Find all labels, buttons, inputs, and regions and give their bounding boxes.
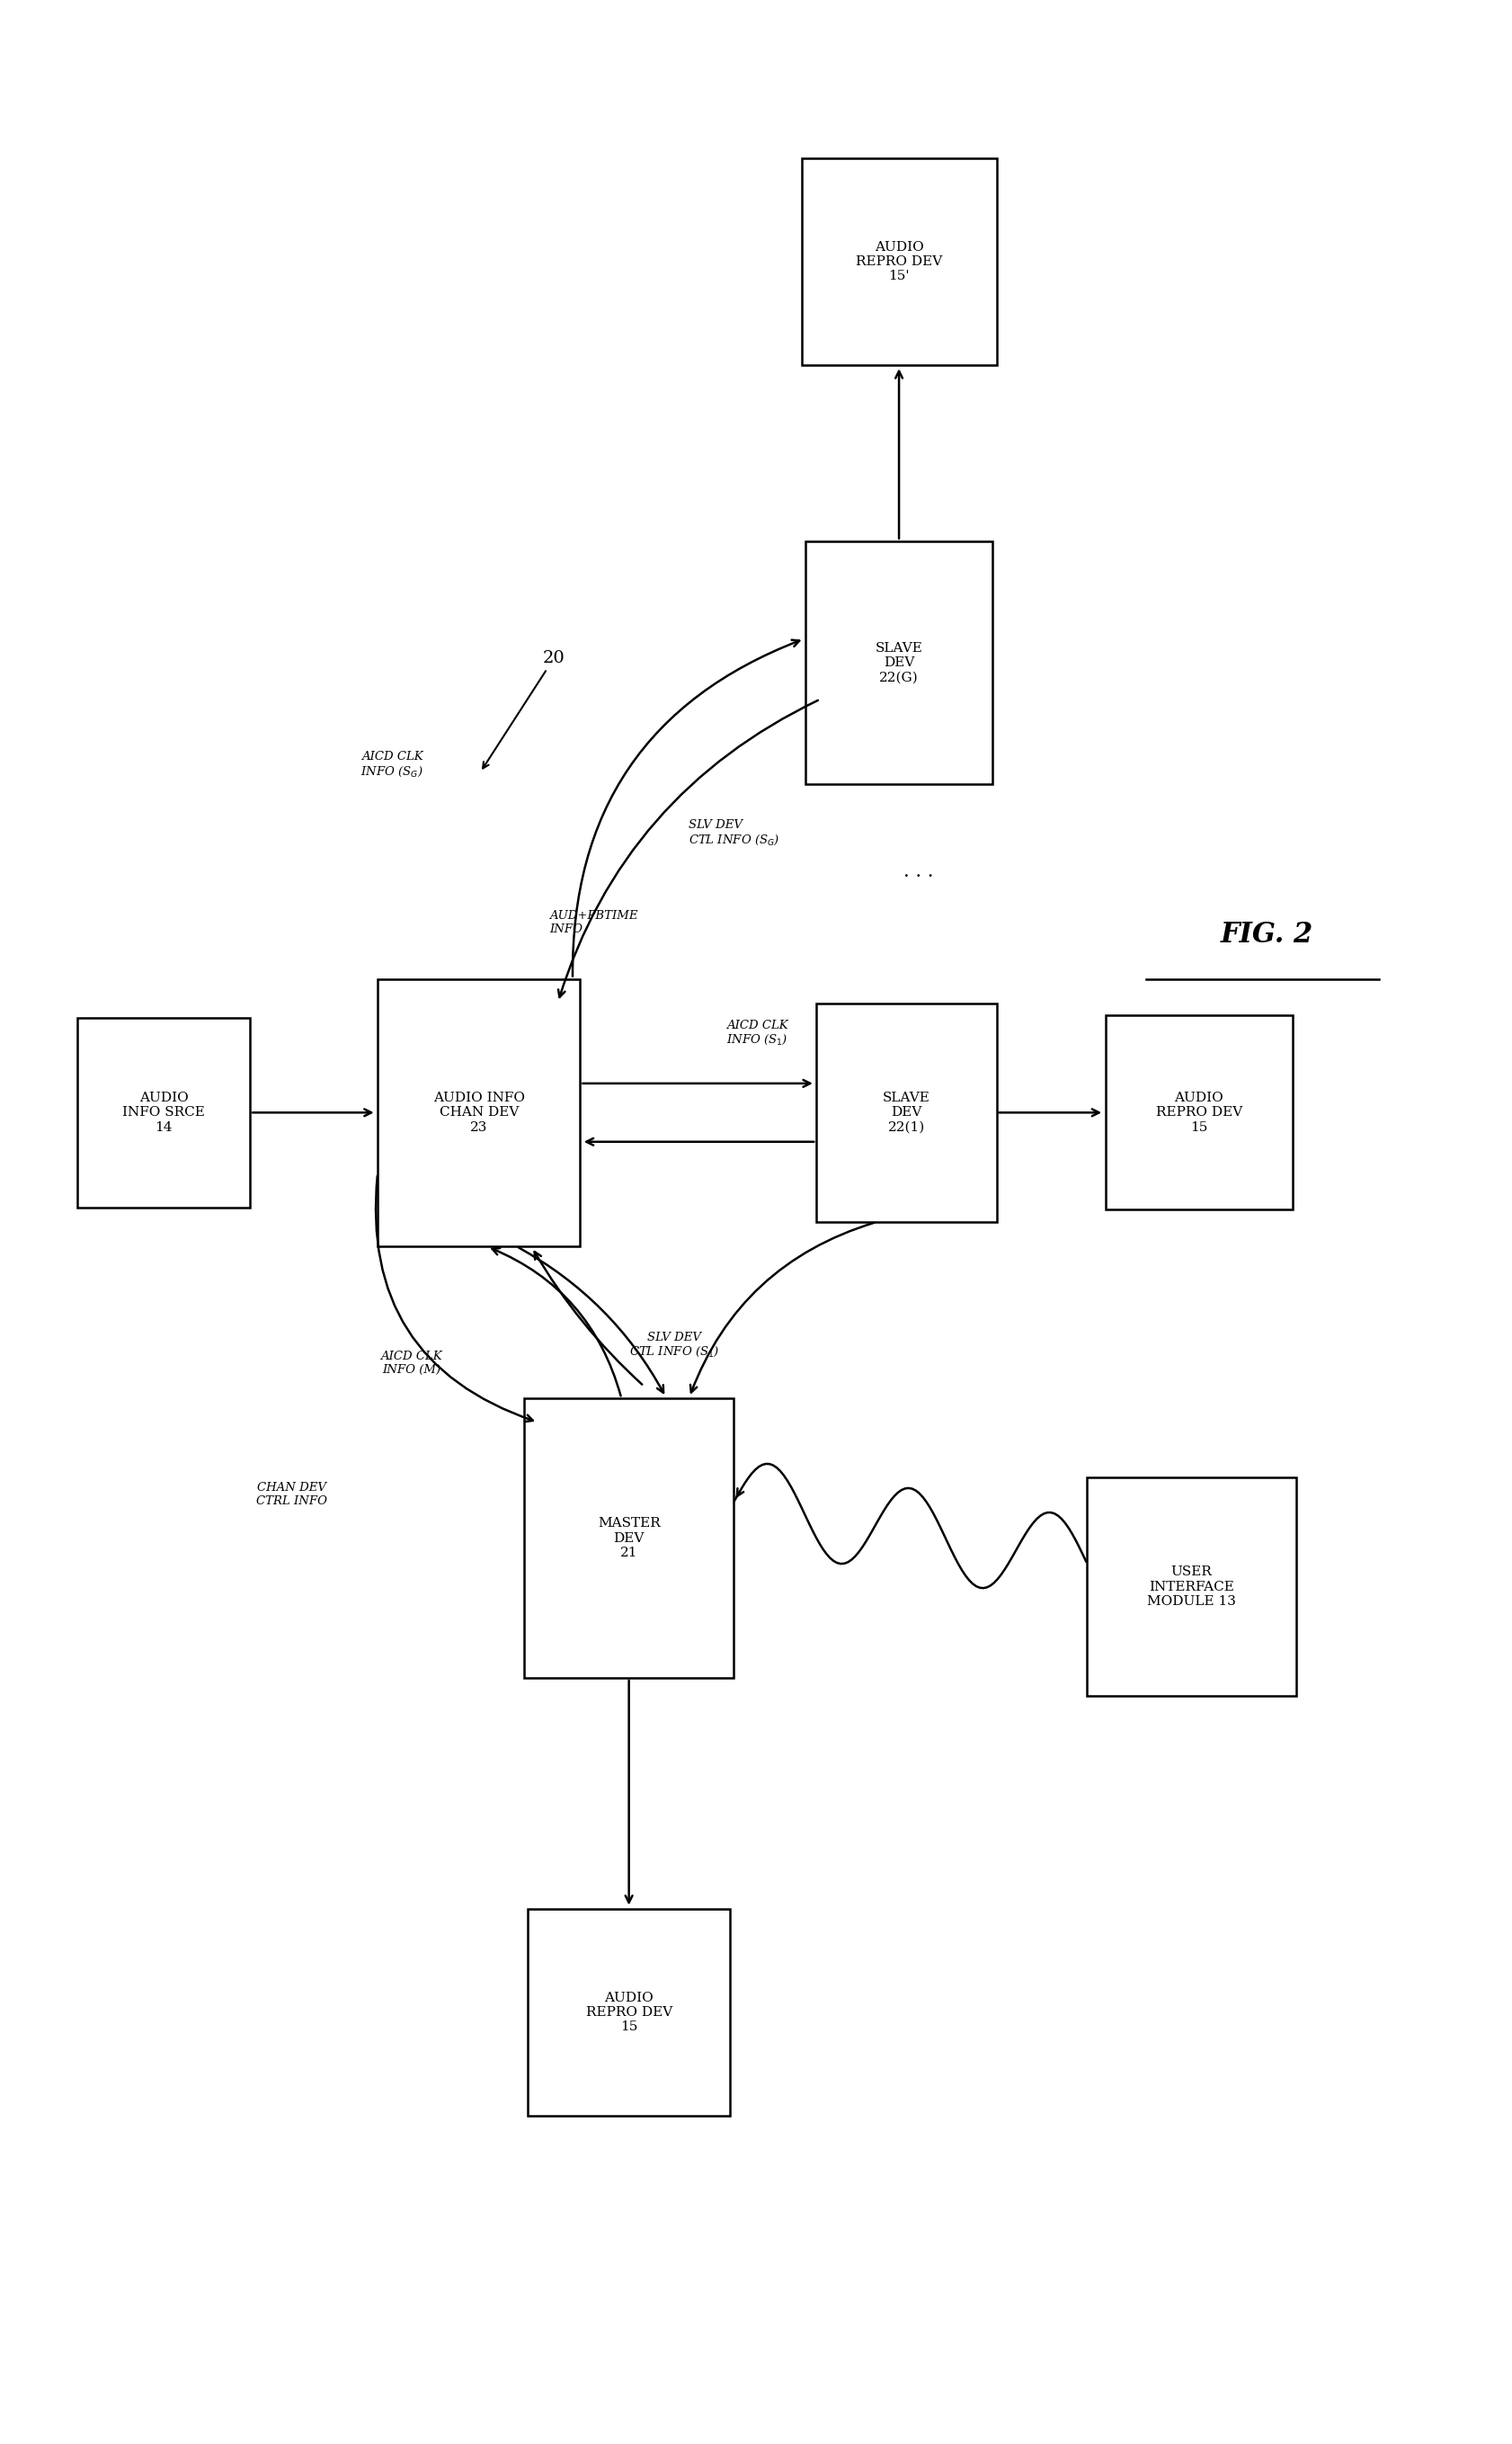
Text: . . .: . . .: [903, 863, 933, 880]
FancyBboxPatch shape: [1105, 1014, 1293, 1210]
FancyBboxPatch shape: [77, 1017, 249, 1207]
FancyBboxPatch shape: [1086, 1476, 1296, 1696]
Text: SLV DEV
CTL INFO (S$_G$): SLV DEV CTL INFO (S$_G$): [688, 819, 780, 846]
FancyBboxPatch shape: [523, 1398, 733, 1679]
Text: USER
INTERFACE
MODULE 13: USER INTERFACE MODULE 13: [1146, 1567, 1235, 1608]
Text: AUDIO
REPRO DEV
15: AUDIO REPRO DEV 15: [585, 1992, 671, 2033]
FancyBboxPatch shape: [528, 1909, 730, 2117]
Text: AUD+PBTIME
INFO: AUD+PBTIME INFO: [549, 909, 638, 936]
Text: 20: 20: [482, 650, 564, 767]
Text: CHAN DEV
CTRL INFO: CHAN DEV CTRL INFO: [256, 1481, 327, 1508]
Text: MASTER
DEV
21: MASTER DEV 21: [597, 1518, 659, 1559]
FancyBboxPatch shape: [804, 540, 992, 785]
Text: AUDIO
REPRO DEV
15': AUDIO REPRO DEV 15': [856, 240, 942, 284]
Text: AICD CLK
INFO (S$_G$): AICD CLK INFO (S$_G$): [360, 750, 423, 780]
FancyBboxPatch shape: [801, 159, 996, 364]
Text: AICD CLK
INFO (S$_1$): AICD CLK INFO (S$_1$): [726, 1019, 788, 1046]
Text: FIG. 2: FIG. 2: [1220, 921, 1312, 948]
Text: AUDIO
INFO SRCE
14: AUDIO INFO SRCE 14: [122, 1092, 206, 1134]
Text: AUDIO
REPRO DEV
15: AUDIO REPRO DEV 15: [1155, 1092, 1241, 1134]
Text: SLAVE
DEV
22(1): SLAVE DEV 22(1): [881, 1092, 930, 1134]
FancyBboxPatch shape: [378, 980, 579, 1246]
Text: AUDIO INFO
CHAN DEV
23: AUDIO INFO CHAN DEV 23: [432, 1092, 525, 1134]
Text: SLV DEV
CTL INFO (S$_1$): SLV DEV CTL INFO (S$_1$): [629, 1332, 718, 1359]
FancyBboxPatch shape: [816, 1002, 996, 1222]
Text: SLAVE
DEV
22(G): SLAVE DEV 22(G): [875, 643, 922, 684]
Text: AICD CLK
INFO (M): AICD CLK INFO (M): [381, 1352, 442, 1376]
